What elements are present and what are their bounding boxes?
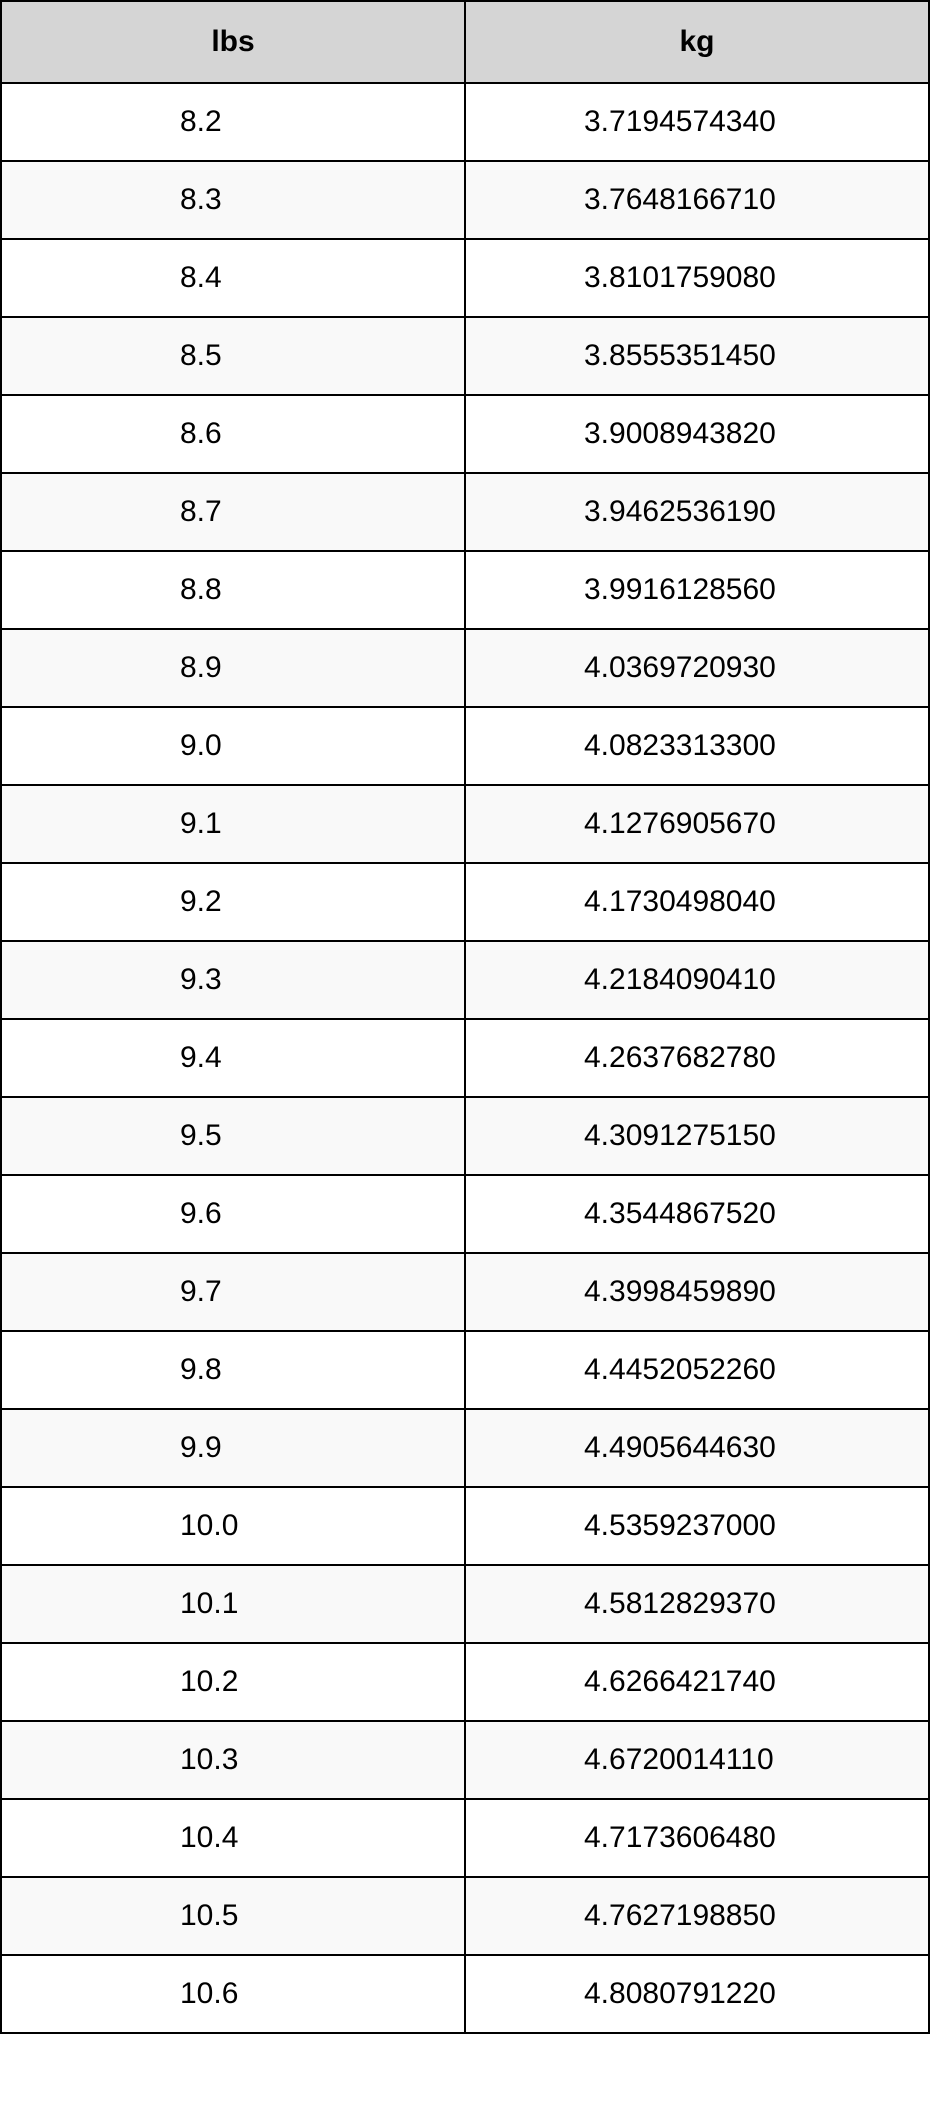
lbs-cell: 9.6 [1,1175,465,1253]
table-row: 8.33.7648166710 [1,161,929,239]
table-row: 10.64.8080791220 [1,1955,929,2033]
table-row: 8.73.9462536190 [1,473,929,551]
kg-cell: 4.5812829370 [465,1565,929,1643]
table-row: 10.24.6266421740 [1,1643,929,1721]
table-row: 8.63.9008943820 [1,395,929,473]
lbs-cell: 10.5 [1,1877,465,1955]
table-row: 9.04.0823313300 [1,707,929,785]
lbs-cell: 8.9 [1,629,465,707]
lbs-cell: 8.4 [1,239,465,317]
kg-cell: 4.1730498040 [465,863,929,941]
kg-cell: 4.7173606480 [465,1799,929,1877]
kg-cell: 4.0369720930 [465,629,929,707]
lbs-cell: 10.1 [1,1565,465,1643]
lbs-cell: 10.6 [1,1955,465,2033]
lbs-cell: 10.0 [1,1487,465,1565]
kg-cell: 4.4905644630 [465,1409,929,1487]
table-row: 8.94.0369720930 [1,629,929,707]
table-row: 10.54.7627198850 [1,1877,929,1955]
conversion-table: lbs kg 8.23.71945743408.33.76481667108.4… [0,0,930,2034]
lbs-cell: 8.7 [1,473,465,551]
table-row: 9.74.3998459890 [1,1253,929,1331]
lbs-cell: 9.5 [1,1097,465,1175]
kg-cell: 4.2184090410 [465,941,929,1019]
table-header-row: lbs kg [1,1,929,83]
kg-cell: 3.9462536190 [465,473,929,551]
lbs-cell: 8.2 [1,83,465,161]
lbs-cell: 8.6 [1,395,465,473]
column-header-kg: kg [465,1,929,83]
lbs-cell: 9.0 [1,707,465,785]
table-row: 9.44.2637682780 [1,1019,929,1097]
table-row: 9.14.1276905670 [1,785,929,863]
table-row: 9.94.4905644630 [1,1409,929,1487]
lbs-cell: 10.2 [1,1643,465,1721]
table-row: 9.54.3091275150 [1,1097,929,1175]
kg-cell: 3.8555351450 [465,317,929,395]
kg-cell: 4.1276905670 [465,785,929,863]
lbs-cell: 9.7 [1,1253,465,1331]
lbs-cell: 8.5 [1,317,465,395]
kg-cell: 3.7648166710 [465,161,929,239]
lbs-cell: 9.9 [1,1409,465,1487]
table-row: 8.23.7194574340 [1,83,929,161]
kg-cell: 3.8101759080 [465,239,929,317]
lbs-cell: 9.2 [1,863,465,941]
table-row: 9.84.4452052260 [1,1331,929,1409]
kg-cell: 4.4452052260 [465,1331,929,1409]
kg-cell: 4.3998459890 [465,1253,929,1331]
kg-cell: 4.0823313300 [465,707,929,785]
lbs-cell: 8.3 [1,161,465,239]
kg-cell: 3.7194574340 [465,83,929,161]
table-row: 9.24.1730498040 [1,863,929,941]
lbs-cell: 9.1 [1,785,465,863]
table-row: 8.83.9916128560 [1,551,929,629]
kg-cell: 4.6266421740 [465,1643,929,1721]
lbs-cell: 10.3 [1,1721,465,1799]
table-row: 10.34.6720014110 [1,1721,929,1799]
kg-cell: 4.8080791220 [465,1955,929,2033]
kg-cell: 3.9916128560 [465,551,929,629]
lbs-cell: 10.4 [1,1799,465,1877]
lbs-cell: 8.8 [1,551,465,629]
table-row: 10.04.5359237000 [1,1487,929,1565]
table-row: 9.64.3544867520 [1,1175,929,1253]
lbs-cell: 9.8 [1,1331,465,1409]
kg-cell: 4.5359237000 [465,1487,929,1565]
table-row: 9.34.2184090410 [1,941,929,1019]
lbs-cell: 9.4 [1,1019,465,1097]
lbs-cell: 9.3 [1,941,465,1019]
kg-cell: 4.6720014110 [465,1721,929,1799]
kg-cell: 4.2637682780 [465,1019,929,1097]
kg-cell: 4.3091275150 [465,1097,929,1175]
table-row: 8.53.8555351450 [1,317,929,395]
kg-cell: 4.3544867520 [465,1175,929,1253]
column-header-lbs: lbs [1,1,465,83]
kg-cell: 4.7627198850 [465,1877,929,1955]
table-row: 8.43.8101759080 [1,239,929,317]
table-row: 10.14.5812829370 [1,1565,929,1643]
kg-cell: 3.9008943820 [465,395,929,473]
table-row: 10.44.7173606480 [1,1799,929,1877]
